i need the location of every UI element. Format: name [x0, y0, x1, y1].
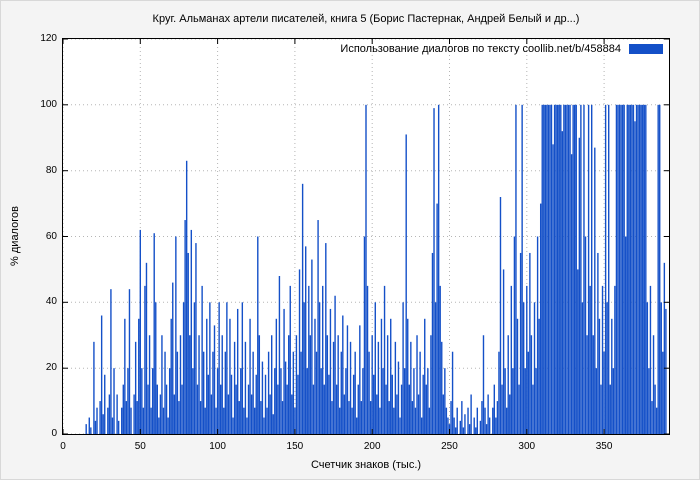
x-tick-label: 200: [363, 441, 381, 452]
y-tick-label: 60: [45, 230, 57, 242]
x-tick-label: 150: [286, 441, 304, 452]
y-tick-label: 120: [40, 33, 57, 44]
x-tick-label: 100: [209, 441, 226, 452]
x-tick-label: 250: [441, 441, 458, 452]
x-tick-label: 50: [134, 441, 146, 452]
x-axis-label: Счетчик знаков (тыс.): [310, 459, 422, 471]
plot-area: [62, 38, 670, 435]
legend: Использование диалогов по тексту coollib…: [340, 43, 663, 55]
x-tick-label: 0: [60, 441, 66, 452]
y-tick-label: 100: [40, 98, 57, 110]
bars-layer: [63, 39, 669, 434]
x-tick-label: 300: [518, 441, 536, 452]
y-tick-label: 40: [45, 296, 57, 308]
bar-series: [85, 104, 667, 434]
chart-title: Круг. Альманах артели писателей, книга 5…: [152, 13, 580, 25]
y-tick-label: 80: [45, 164, 57, 176]
y-tick-label: 0: [51, 428, 57, 439]
legend-label: Использование диалогов по тексту coollib…: [340, 43, 621, 55]
legend-swatch-icon: [629, 44, 663, 54]
y-tick-label: 20: [45, 362, 57, 374]
x-tick-label: 350: [595, 441, 613, 452]
